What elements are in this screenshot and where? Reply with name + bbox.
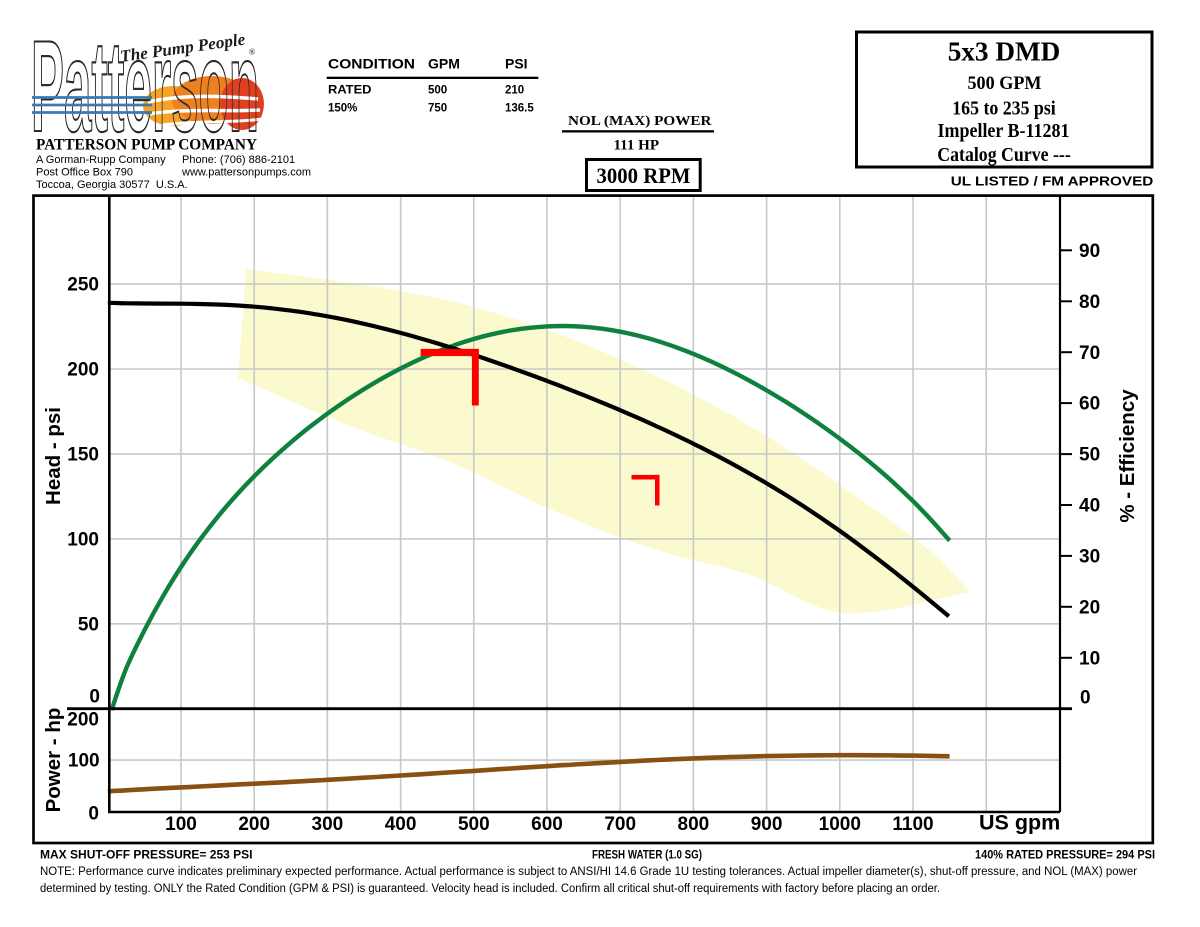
svg-text:250: 250 — [67, 275, 99, 296]
svg-text:60: 60 — [1079, 394, 1100, 415]
svg-text:5x3 DMD: 5x3 DMD — [948, 37, 1061, 67]
svg-text:70: 70 — [1079, 343, 1100, 364]
svg-text:100: 100 — [165, 814, 197, 835]
svg-text:200: 200 — [67, 710, 99, 731]
svg-text:30: 30 — [1079, 547, 1100, 568]
svg-text:10: 10 — [1079, 648, 1100, 669]
svg-text:20: 20 — [1079, 597, 1100, 618]
svg-text:Phone: (706) 886-2101: Phone: (706) 886-2101 — [182, 154, 295, 166]
svg-text:600: 600 — [531, 814, 563, 835]
svg-text:300: 300 — [312, 814, 344, 835]
svg-text:50: 50 — [1079, 445, 1100, 466]
svg-text:1000: 1000 — [819, 814, 861, 835]
svg-text:700: 700 — [604, 814, 636, 835]
svg-text:136.5: 136.5 — [505, 103, 534, 115]
svg-text:111 HP: 111 HP — [614, 138, 660, 154]
svg-text:Patterson: Patterson — [31, 13, 259, 159]
svg-text:500: 500 — [458, 814, 490, 835]
svg-text:50: 50 — [78, 614, 99, 635]
svg-text:US gpm: US gpm — [979, 811, 1060, 835]
svg-text:UL LISTED / FM APPROVED: UL LISTED / FM APPROVED — [951, 174, 1154, 189]
svg-text:165 to 235 psi: 165 to 235 psi — [952, 99, 1056, 120]
svg-text:Head - psi: Head - psi — [42, 407, 65, 505]
svg-text:900: 900 — [751, 814, 783, 835]
svg-text:400: 400 — [385, 814, 417, 835]
svg-text:200: 200 — [238, 814, 270, 835]
svg-text:NOTE: Performance curve indica: NOTE: Performance curve indicates prelim… — [40, 866, 1137, 878]
svg-text:800: 800 — [678, 814, 710, 835]
svg-text:500: 500 — [428, 85, 447, 97]
svg-text:PATTERSON PUMP COMPANY: PATTERSON PUMP COMPANY — [36, 137, 257, 154]
svg-text:750: 750 — [428, 103, 447, 115]
svg-text:40: 40 — [1079, 496, 1100, 517]
svg-text:Impeller B-11281: Impeller B-11281 — [938, 121, 1070, 142]
svg-text:®: ® — [248, 46, 256, 57]
svg-text:0: 0 — [1080, 687, 1091, 708]
svg-text:500 GPM: 500 GPM — [968, 73, 1042, 94]
svg-text:FRESH WATER (1.0 SG): FRESH WATER (1.0 SG) — [592, 850, 702, 862]
svg-text:80: 80 — [1079, 292, 1100, 313]
svg-text:CONDITION: CONDITION — [328, 56, 415, 72]
svg-text:A Gorman-Rupp Company: A Gorman-Rupp Company — [36, 154, 166, 166]
svg-text:0: 0 — [88, 804, 99, 825]
svg-text:150%: 150% — [328, 103, 357, 115]
svg-text:3000 RPM: 3000 RPM — [597, 163, 691, 188]
svg-text:90: 90 — [1079, 241, 1100, 262]
svg-text:Post Office Box 790: Post Office Box 790 — [36, 167, 133, 179]
svg-text:200: 200 — [67, 360, 99, 381]
svg-text:Power - hp: Power - hp — [42, 708, 65, 813]
svg-text:100: 100 — [67, 530, 99, 551]
svg-text:Toccoa, Georgia 30577 U.S.A.: Toccoa, Georgia 30577 U.S.A. — [36, 179, 188, 191]
svg-text:0: 0 — [89, 686, 100, 707]
svg-text:% - Efficiency: % - Efficiency — [1116, 389, 1139, 523]
svg-text:1100: 1100 — [892, 814, 933, 835]
svg-text:RATED: RATED — [328, 85, 372, 97]
svg-text:www.pattersonpumps.com: www.pattersonpumps.com — [181, 167, 311, 179]
svg-text:Catalog Curve ---: Catalog Curve --- — [937, 145, 1071, 166]
svg-text:210: 210 — [505, 85, 524, 97]
svg-text:NOL (MAX) POWER: NOL (MAX) POWER — [568, 114, 712, 129]
svg-text:GPM: GPM — [428, 56, 460, 72]
svg-text:100: 100 — [68, 751, 100, 772]
svg-text:MAX SHUT-OFF PRESSURE= 253 PSI: MAX SHUT-OFF PRESSURE= 253 PSI — [40, 848, 253, 862]
svg-text:140% RATED PRESSURE= 294 PSI: 140% RATED PRESSURE= 294 PSI — [975, 848, 1155, 862]
svg-text:PSI: PSI — [505, 56, 528, 72]
svg-text:150: 150 — [67, 445, 99, 466]
svg-text:determined by testing. ONLY th: determined by testing. ONLY the Rated Co… — [40, 883, 940, 895]
